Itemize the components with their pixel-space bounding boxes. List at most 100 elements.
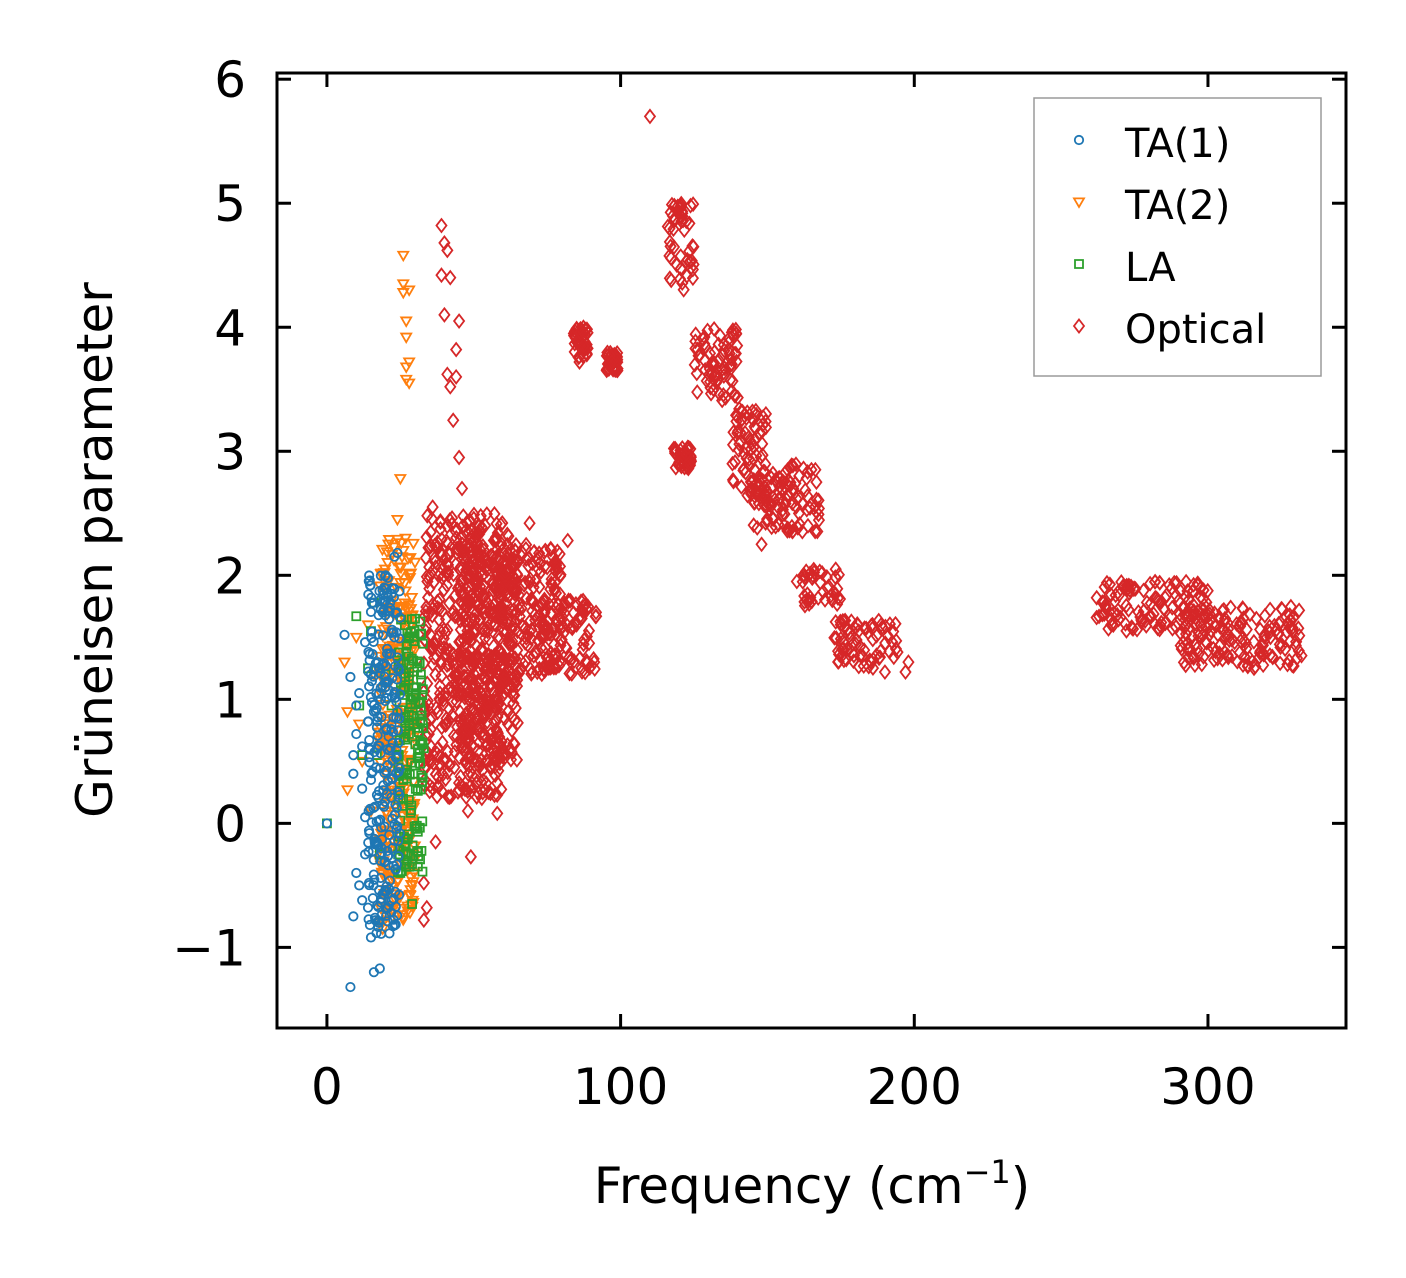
ta-1-point xyxy=(364,752,375,763)
optical-point xyxy=(479,553,492,570)
optical-point xyxy=(444,679,458,696)
optical-point xyxy=(498,563,512,580)
la-point xyxy=(409,666,419,677)
ta-1-point xyxy=(393,713,405,724)
ta-1-point xyxy=(339,629,350,640)
optical-point xyxy=(1187,648,1200,665)
optical-point xyxy=(487,575,500,592)
optical-point xyxy=(432,769,445,786)
optical-point xyxy=(832,653,845,670)
optical-point xyxy=(457,685,470,702)
optical-point xyxy=(519,536,533,553)
ta-1-point xyxy=(392,821,403,832)
legend-markers xyxy=(1072,134,1086,334)
optical-point xyxy=(533,555,546,572)
optical-point xyxy=(1181,607,1194,624)
ta-2-point xyxy=(381,558,395,570)
optical-point xyxy=(525,593,538,610)
optical-point xyxy=(424,627,437,644)
optical-point xyxy=(490,749,503,766)
optical-point xyxy=(426,499,439,516)
optical-point xyxy=(663,247,676,264)
optical-point xyxy=(508,552,521,569)
series-ta-1 xyxy=(321,547,406,993)
ta-1-point xyxy=(393,737,404,748)
optical-point xyxy=(1292,602,1306,619)
optical-point xyxy=(569,613,582,630)
ta-1-point xyxy=(387,773,398,785)
optical-point xyxy=(677,281,690,298)
optical-point xyxy=(726,373,739,390)
optical-point xyxy=(581,598,595,615)
optical-point xyxy=(1090,609,1103,626)
ta-1-point xyxy=(381,886,392,897)
optical-point xyxy=(435,267,448,284)
optical-point xyxy=(740,410,753,427)
optical-point xyxy=(751,519,764,536)
optical-point xyxy=(729,321,742,338)
legend-marker-ta-1 xyxy=(1073,134,1085,146)
optical-point xyxy=(829,561,842,578)
ta-2-point xyxy=(349,632,363,645)
optical-point xyxy=(495,606,508,623)
ta-2-point xyxy=(402,378,416,390)
ta-1-point xyxy=(390,752,402,763)
optical-point xyxy=(536,614,550,631)
optical-point xyxy=(437,621,451,638)
la-point xyxy=(415,629,426,640)
optical-point xyxy=(447,412,460,429)
la-point xyxy=(412,662,423,673)
optical-point xyxy=(1107,605,1120,621)
optical-point xyxy=(433,755,446,772)
la-point xyxy=(403,715,414,726)
optical-point xyxy=(734,412,748,429)
optical-point xyxy=(1258,607,1272,624)
optical-point xyxy=(505,550,518,567)
optical-point xyxy=(803,565,817,582)
optical-point xyxy=(1230,616,1243,632)
optical-point xyxy=(459,628,473,645)
optical-point xyxy=(1090,589,1103,606)
optical-point xyxy=(834,613,847,630)
ta-1-point xyxy=(357,783,368,794)
optical-point xyxy=(799,482,812,499)
optical-point xyxy=(471,697,484,714)
optical-point xyxy=(735,478,748,495)
optical-point xyxy=(890,632,903,649)
optical-point xyxy=(776,501,790,518)
optical-point xyxy=(535,666,548,683)
ta-1-point xyxy=(373,629,384,640)
optical-point xyxy=(1108,593,1121,610)
optical-point xyxy=(431,704,444,721)
optical-point xyxy=(533,545,546,562)
ta-1-point xyxy=(381,693,392,704)
optical-point xyxy=(809,461,822,478)
ta-2-point xyxy=(381,539,396,551)
optical-point xyxy=(501,526,514,543)
optical-point xyxy=(847,647,861,664)
optical-point xyxy=(1208,605,1221,622)
ta-2-point xyxy=(352,719,366,731)
ta-1-point xyxy=(354,688,365,699)
optical-point xyxy=(590,608,603,625)
optical-point xyxy=(491,649,504,666)
optical-point xyxy=(1280,623,1294,640)
ta-1-point xyxy=(391,751,403,762)
ta-1-point xyxy=(371,836,382,848)
la-point xyxy=(405,807,416,818)
ta-1-point xyxy=(392,725,404,736)
optical-point xyxy=(443,789,456,806)
optical-point xyxy=(513,595,526,612)
la-point xyxy=(411,824,421,834)
la-point xyxy=(416,845,427,856)
optical-point xyxy=(822,578,835,595)
optical-point xyxy=(665,196,679,213)
optical-point xyxy=(740,450,753,467)
optical-point xyxy=(1140,594,1154,611)
ta-1-point xyxy=(392,787,404,798)
optical-point xyxy=(589,604,603,621)
optical-point xyxy=(437,639,451,656)
ta-1-point xyxy=(368,597,379,608)
optical-point xyxy=(561,532,574,549)
optical-point xyxy=(1122,601,1135,618)
